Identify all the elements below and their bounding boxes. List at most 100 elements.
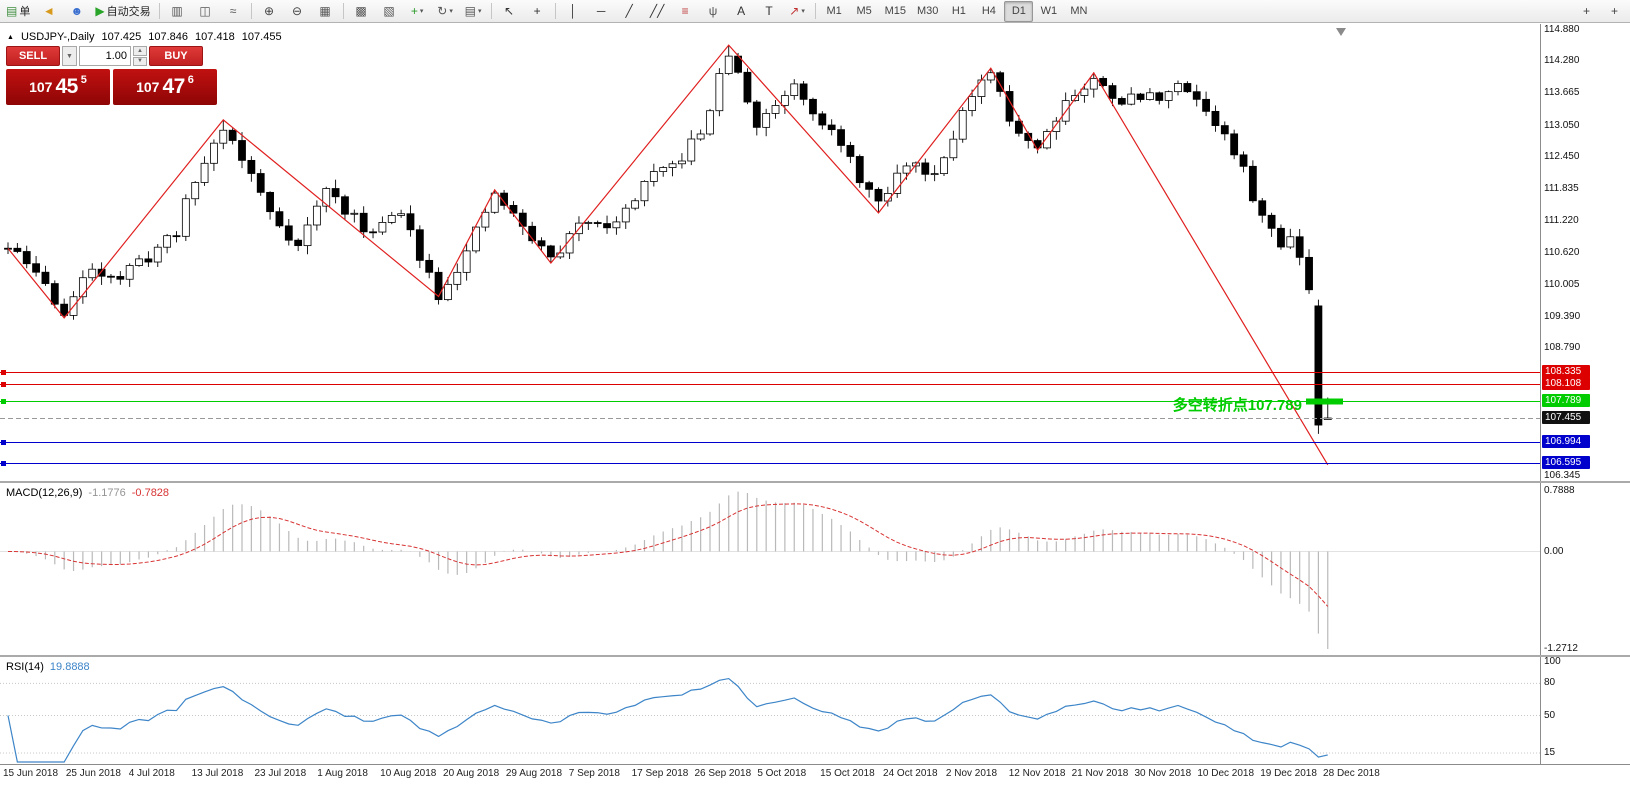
zoom-out-icon: ⊖ [292,4,303,18]
tile-windows-button[interactable]: ▦ [312,1,339,22]
macd-panel-canvas[interactable] [0,483,1540,655]
timeframe-m5-button[interactable]: M5 [856,5,872,17]
horizontal-line-button[interactable]: ─ [588,1,615,22]
volume-input[interactable] [79,46,131,66]
toolbar-divider [490,3,492,19]
candlestick-button[interactable]: ◫ [192,1,219,22]
buy-price-display[interactable]: 107 47 6 [113,69,217,105]
new-chart-button[interactable]: + ▾ [404,1,431,22]
rsi-label: RSI(14) [6,661,44,673]
arrange-windows-button[interactable]: ▧ [376,1,403,22]
symbol-title: USDJPY-,Daily [20,31,95,43]
hline-price-tag: 107.789 [1542,393,1590,407]
date-label: 28 Dec 2018 [1323,768,1380,779]
sell-price-figure: 107 [29,79,53,95]
chevron-down-icon: ▾ [419,8,424,15]
line-chart-button[interactable]: ≈ [220,1,247,22]
axis-tick-label: 109.390 [1544,310,1581,322]
timeframe-d1-button[interactable]: D1 [1004,0,1034,22]
price-axis: 114.880 114.280 113.665 113.050 112.450 111.8… [1542,24,1629,482]
horn-icon: ◄ [42,4,55,18]
cursor-button[interactable]: ↖ [496,1,523,22]
volume-increment-button[interactable]: ▲ [133,46,147,56]
arrow-shape-icon: ↗ [789,4,800,18]
crosshair-button[interactable]: + [524,1,551,22]
timeframe-m15-button[interactable]: M15 [884,5,906,17]
macd-signal-value: -0.7828 [131,487,170,499]
date-label: 10 Dec 2018 [1197,768,1255,779]
axis-tick-label: 113.665 [1544,87,1580,99]
templates-button[interactable]: ▤ ▾ [460,1,487,22]
trendline-button[interactable]: ╱ [616,1,643,22]
new-order-button[interactable]: ▤ 单 [2,1,34,22]
timeframe-h4-button[interactable]: H4 [981,5,996,17]
chevron-down-icon: ▾ [449,8,453,15]
sell-price-display[interactable]: 107 45 5 [6,69,110,105]
community-button[interactable]: ☻ [63,1,90,22]
sell-button[interactable]: SELL [6,46,60,66]
fibonacci-icon: ≡ [681,4,689,18]
panel-separator[interactable] [0,655,1630,657]
pivot-annotation-text[interactable]: 多空转折点107.789 [1172,397,1302,414]
volume-decrement-button[interactable]: ▼ [133,56,147,66]
panel-separator[interactable] [0,481,1630,483]
axis-tick-label: 113.050 [1544,119,1580,131]
zoom-out-button[interactable]: ⊖ [284,1,311,22]
panel-separator [0,764,1630,765]
andrews-pitchfork-button[interactable]: ψ [700,1,727,22]
timeframe-m30-button[interactable]: M30 [916,5,939,17]
date-label: 2 Nov 2018 [945,768,998,779]
hline-price-tag: 106.595 [1542,455,1590,469]
hline-price-tag: 108.335 [1542,365,1590,378]
timeframe-m1-button[interactable]: M1 [826,5,842,17]
axis-tick-label: 50 [1544,709,1556,721]
cascade-windows-button[interactable]: ▩ [348,1,375,22]
timeframe-mn-button[interactable]: MN [1070,5,1088,17]
axis-tick-label: 15 [1544,747,1556,758]
toolbar-divider [250,3,252,19]
arrows-button[interactable]: ↗ ▾ [784,1,811,22]
date-label: 29 Aug 2018 [505,768,563,779]
zoom-in-button[interactable]: ⊕ [256,1,283,22]
cascade-icon: ▩ [355,4,367,18]
ohlc-low: 107.418 [195,31,235,43]
buy-button[interactable]: BUY [149,46,203,66]
date-label: 20 Aug 2018 [443,768,500,779]
date-label: 26 Sep 2018 [694,768,752,779]
rsi-panel-canvas[interactable] [0,657,1540,764]
vline-icon: │ [569,4,577,18]
corner-add-button[interactable]: + [1601,1,1628,22]
axis-tick-label: 80 [1544,677,1556,689]
vertical-line-button[interactable]: │ [560,1,587,22]
candlestick-icon: ◫ [199,4,211,18]
rsi-value: 19.8888 [49,661,90,673]
timeframe-w1-button[interactable]: W1 [1040,5,1058,17]
hline-icon: ─ [596,4,606,18]
autotrading-button-label: 自动交易 [106,6,151,18]
toolbar-divider [814,3,816,19]
text-button[interactable]: A [728,1,755,22]
alerts-button[interactable]: ◄ [35,1,62,22]
line-chart-icon: ≈ [229,4,237,18]
plus-icon: + [1610,4,1618,18]
channel-icon: ╱╱ [649,4,665,18]
profiles-button[interactable]: ↻ ▾ [432,1,459,22]
bar-chart-button[interactable]: ▥ [164,1,191,22]
equidistant-channel-button[interactable]: ╱╱ [644,1,671,22]
label-icon: T [765,4,773,18]
timeframe-h1-button[interactable]: H1 [951,5,966,17]
text-label-button[interactable]: T [756,1,783,22]
toolbar-divider [158,3,160,19]
add-button[interactable]: + [1573,1,1600,22]
volume-dropdown[interactable]: ▼ [62,46,77,66]
axis-tick-label: 114.280 [1544,55,1580,67]
axis-tick-label: 106.345 [1544,470,1581,481]
arrange-icon: ▧ [383,4,395,18]
price-chart-canvas[interactable] [0,24,1540,482]
toolbar: ▤ 单 ◄ ☻ ▶ 自动交易 ▥ ◫ ≈ ⊕ ⊖ ▦ ▩ ▧ + ▾ ↻ ▾ ▤ ▾ ↖ + │ ─ ╱ ╱╱ ≡ ψ A T ↗ ▾ M1 M5… [0,0,1630,23]
autotrading-button[interactable]: ▶ 自动交易 [91,1,154,22]
axis-tick-label: 108.790 [1544,342,1581,354]
date-axis: 15 Jun 2018 25 Jun 2018 4 Jul 2018 13 Jul 2… [0,766,1630,785]
fibonacci-button[interactable]: ≡ [672,1,699,22]
zoom-in-icon: ⊕ [264,4,275,18]
